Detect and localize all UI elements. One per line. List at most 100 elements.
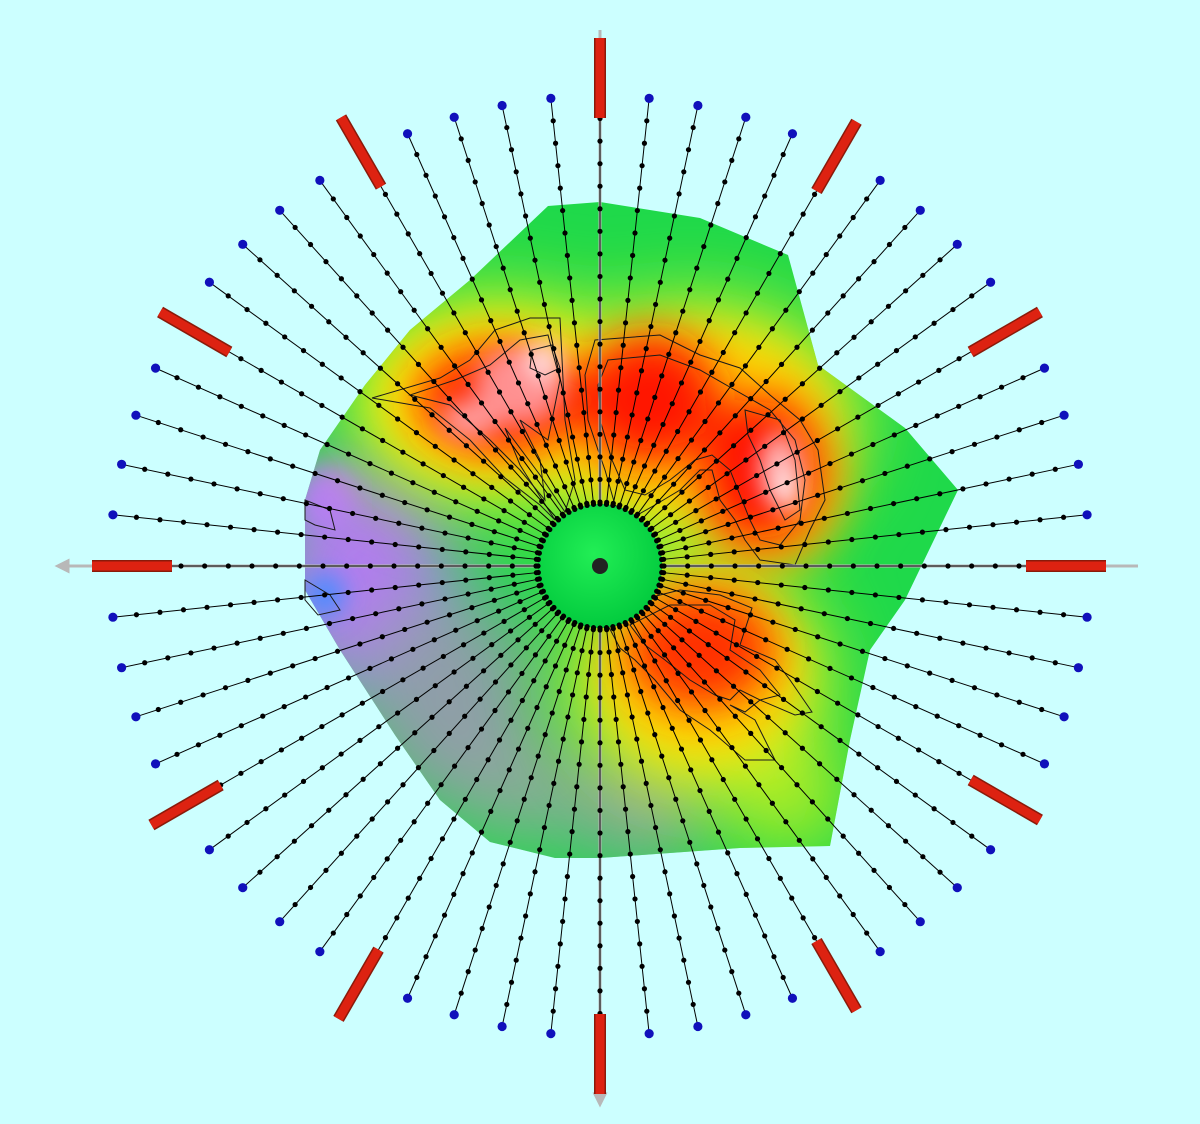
ray-point — [440, 653, 446, 660]
ray-point — [238, 770, 244, 776]
ray-point — [496, 518, 502, 524]
ray-point — [713, 668, 719, 674]
hub-rim-point — [659, 556, 665, 563]
ray-point — [893, 347, 900, 354]
hub-rim-point — [555, 517, 562, 523]
ray-point — [835, 426, 841, 432]
ray-point — [597, 454, 603, 460]
ray-point — [380, 688, 386, 695]
ray-point — [885, 303, 892, 309]
ray-point — [188, 650, 194, 656]
ray-point — [446, 612, 453, 618]
ray-point — [766, 270, 772, 277]
marker-11 — [157, 308, 232, 356]
ray-point — [312, 470, 318, 477]
ray-point — [574, 784, 580, 790]
ray-point — [914, 496, 920, 502]
ray-point — [402, 626, 408, 633]
ray-point — [470, 655, 476, 661]
ray-point — [637, 185, 643, 191]
ray-point — [855, 414, 861, 420]
ray-point — [292, 224, 298, 231]
ray-point — [680, 590, 686, 596]
ray-point — [508, 717, 514, 723]
ray-endpoint — [449, 1010, 459, 1020]
ray-point — [638, 688, 644, 695]
hub-rim-point — [566, 617, 572, 623]
ray-point — [345, 451, 352, 457]
ray-point — [637, 941, 643, 947]
ray-47 — [108, 510, 539, 562]
ray-15 — [661, 510, 1092, 562]
ray-point — [886, 241, 893, 248]
ray-point — [308, 823, 315, 829]
ray-point — [257, 491, 263, 497]
ray-point — [743, 234, 749, 241]
ray-point — [281, 422, 287, 429]
ray-point — [498, 474, 504, 480]
ray-point — [1013, 519, 1020, 525]
ray-point — [701, 882, 707, 889]
ray-point — [708, 904, 714, 910]
ray-endpoint — [497, 100, 507, 111]
ray-38 — [275, 610, 560, 927]
ray-point — [330, 930, 336, 936]
ray-point — [834, 350, 840, 356]
ray-point — [730, 683, 737, 689]
ray-point — [720, 349, 726, 356]
ray-point — [677, 527, 683, 534]
ray-point — [821, 611, 827, 617]
ray-point — [180, 607, 187, 613]
ray-point — [686, 409, 692, 415]
ray-18 — [660, 576, 1083, 673]
ray-point — [969, 563, 975, 569]
marker-9 — [149, 781, 223, 829]
ray-point — [377, 761, 383, 767]
ray-endpoint — [108, 510, 118, 520]
ray-27 — [623, 621, 798, 1003]
ray-point — [864, 196, 870, 202]
ray-point — [756, 563, 762, 569]
ray-point — [686, 464, 692, 470]
ray-point — [742, 763, 749, 769]
ray-point — [673, 519, 679, 525]
hub-rim-point — [566, 509, 572, 515]
ray-endpoint — [952, 239, 962, 249]
ray-point — [725, 521, 731, 527]
ray-endpoint — [693, 1021, 703, 1032]
ray-point — [546, 802, 552, 809]
ray-point — [521, 796, 527, 802]
ray-point — [497, 338, 503, 345]
ray-point — [360, 350, 366, 356]
ray-point — [890, 500, 897, 507]
ray-point — [799, 745, 806, 751]
ray-point — [747, 612, 754, 618]
ray-point — [752, 912, 759, 918]
ray-point — [780, 430, 787, 436]
ray-point — [799, 381, 806, 387]
ray-point — [666, 775, 672, 781]
ray-point — [848, 451, 855, 457]
ray-point — [496, 608, 502, 614]
ray-point — [563, 459, 569, 465]
ray-point — [274, 597, 281, 603]
ray-point — [597, 762, 603, 768]
ray-point — [180, 519, 187, 525]
ray-point — [678, 746, 685, 752]
ray-point — [1039, 706, 1045, 713]
ray-point — [956, 356, 962, 362]
ray-point — [837, 893, 843, 899]
ray-point — [278, 379, 285, 385]
ray-point — [338, 276, 344, 282]
ray-endpoint — [1059, 712, 1069, 722]
ray-point — [837, 485, 843, 491]
ray-point — [720, 618, 726, 624]
ray-point — [662, 505, 668, 511]
ray-point — [451, 457, 457, 463]
ray-point — [629, 714, 635, 720]
ray-point — [291, 288, 297, 294]
ray-point — [428, 270, 434, 277]
ray-point — [625, 829, 631, 835]
hub-rim-point — [536, 550, 542, 556]
ray-point — [1013, 607, 1020, 613]
